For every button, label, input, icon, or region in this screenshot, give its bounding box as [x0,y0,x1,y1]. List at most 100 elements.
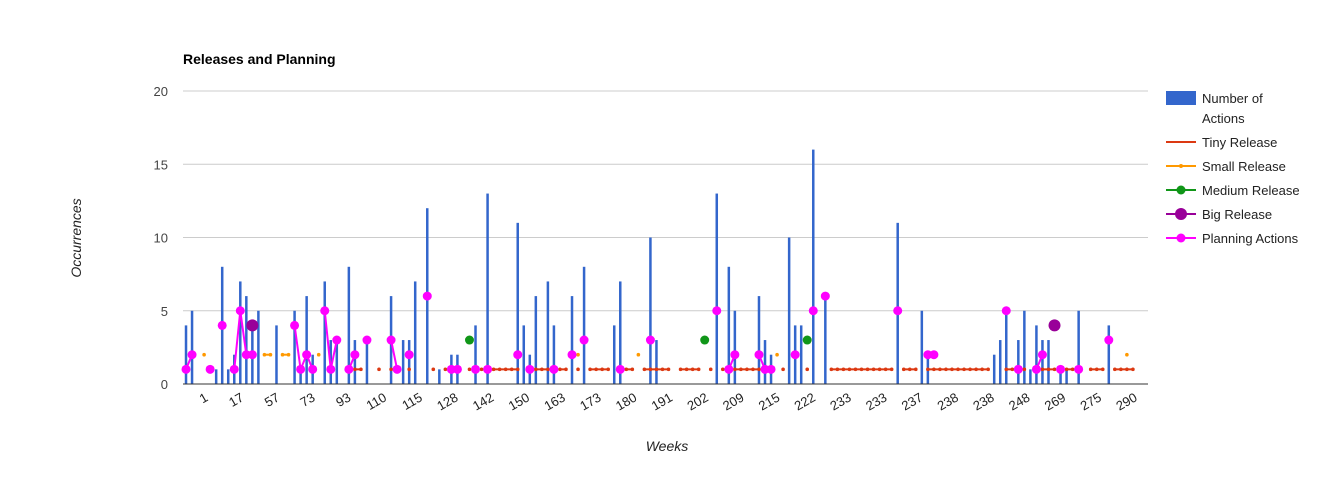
actions-bar [896,222,899,384]
actions-bar [582,266,586,384]
tiny-release-point [1094,367,1099,372]
tiny-release-point [690,367,695,372]
legend-item-tiny: Tiny Release [1166,135,1277,150]
tiny-release-point [1010,367,1015,372]
tiny-release-point [938,367,942,372]
actions-bar [1065,369,1068,384]
planning-actions-point [344,364,354,374]
planning-actions-point [308,364,318,374]
planning-actions-point [1074,364,1084,374]
tiny-release-point [509,367,514,372]
planning-actions-point [893,306,903,316]
planning-actions-point [579,335,589,345]
planning-actions-point [820,291,830,301]
x-tick-label: 233 [827,390,853,414]
tiny-release-point [757,367,761,372]
planning-actions-point [326,364,336,374]
planning-actions-segment [233,310,242,370]
actions-bar [992,354,996,384]
tiny-release-point [901,367,906,372]
x-tick-label: 233 [863,390,889,414]
planning-actions-point [929,350,939,360]
x-tick-label: 238 [970,390,996,414]
small-release-point [202,352,206,357]
tiny-release-point [1004,367,1009,372]
planning-actions-point [350,350,360,360]
tiny-release-point [805,367,810,372]
legend-item-actions: Number of Actions [1166,91,1263,126]
legend-swatch-point [1175,208,1187,220]
tiny-release-point [1119,367,1123,372]
x-tick-label: 163 [541,390,567,414]
tiny-release-point [666,367,671,372]
x-tick-label: 128 [434,390,460,414]
actions-bar [1059,369,1062,384]
tiny-release-point [751,367,755,372]
x-tick-label: 222 [792,390,818,414]
tiny-release-point [986,367,990,372]
tiny-release-point [359,367,363,372]
tiny-release-point [889,367,894,372]
tiny-release-point [781,367,785,372]
legend-label: Tiny Release [1202,135,1277,150]
tiny-release-point [829,367,834,372]
planning-actions-point [645,335,655,345]
actions-bar [245,296,248,384]
actions-bar [365,340,369,384]
legend-label: Planning Actions [1202,231,1299,246]
actions-bar [226,369,230,384]
actions-bar [612,325,616,384]
planning-actions-point [332,335,342,345]
tiny-release-point [546,367,550,372]
actions-bar [1023,310,1026,384]
legend-label: Big Release [1202,207,1272,222]
tiny-release-point [847,367,852,372]
actions-bar [401,340,405,384]
tiny-release-point [974,367,978,372]
planning-actions-point [296,364,306,374]
y-tick-label: 10 [154,231,168,246]
x-tick-label: 173 [577,390,603,414]
planning-actions-point [1031,364,1041,374]
tiny-release-point [606,367,611,372]
gridlines [183,90,1148,312]
tiny-release-point [1040,367,1045,372]
actions-bar [323,281,326,384]
planning-actions-point [766,364,776,374]
planning-actions-point [730,350,740,360]
legend-swatch [1166,91,1196,105]
x-tick-label: 238 [935,390,961,414]
x-tick-label: 215 [756,390,782,414]
y-tick-label: 0 [161,377,168,392]
x-tick-label: 115 [399,390,424,413]
x-tick-label: 290 [1113,390,1139,414]
planning-actions-point [567,350,577,360]
tiny-release-point [1064,367,1069,372]
y-tick-label: 20 [154,84,168,99]
actions-bar [190,310,194,384]
tiny-release-point [1113,367,1117,372]
x-tick-label: 142 [470,390,496,414]
small-release-point [316,352,321,357]
tiny-release-point [678,367,683,372]
actions-bar [1005,310,1008,384]
planning-actions-point [1013,364,1023,374]
planning-actions-point [1037,350,1047,360]
planning-actions-point [525,364,535,374]
tiny-release-point [913,367,918,372]
actions-bar [824,296,827,384]
legend-swatch-point [1176,233,1186,243]
planning-actions-point [404,350,414,360]
actions-bar [1017,340,1020,384]
tiny-release-point [534,367,538,372]
tiny-release-point [835,367,840,372]
tiny-release-point [733,367,737,372]
tiny-release-point [853,367,858,372]
x-tick-label: 191 [649,390,675,414]
planning-actions-point [302,350,312,360]
series-lines [185,310,1133,371]
x-axis-label: Weeks [646,438,689,454]
y-tick-label: 5 [161,304,168,319]
